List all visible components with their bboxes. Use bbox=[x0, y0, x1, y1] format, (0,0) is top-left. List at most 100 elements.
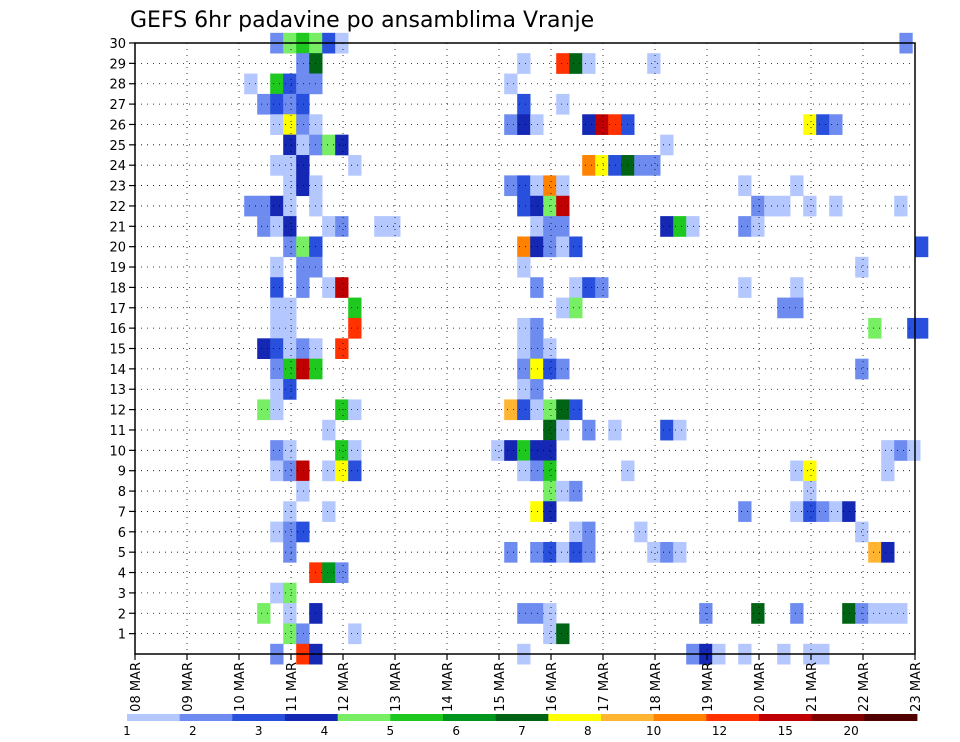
data-cell bbox=[348, 440, 362, 461]
data-cell bbox=[322, 419, 336, 441]
data-cell bbox=[322, 277, 336, 298]
data-cell bbox=[790, 175, 804, 197]
data-cell bbox=[530, 114, 544, 135]
colorbar-label: 20 bbox=[844, 724, 859, 738]
data-cell bbox=[283, 541, 297, 563]
data-cell bbox=[660, 541, 674, 563]
data-cell bbox=[348, 399, 362, 421]
data-cell bbox=[244, 195, 258, 217]
data-cell bbox=[530, 338, 544, 359]
data-cell bbox=[296, 114, 310, 135]
data-cell bbox=[738, 501, 752, 522]
colorbar-swatch bbox=[443, 714, 497, 721]
data-cell bbox=[556, 216, 570, 237]
data-cell bbox=[270, 582, 284, 604]
data-cell bbox=[595, 277, 609, 298]
data-cell bbox=[673, 216, 687, 237]
colorbar-label: 6 bbox=[452, 724, 460, 738]
data-cell bbox=[582, 53, 596, 74]
data-cell bbox=[751, 195, 765, 217]
colorbar-swatch bbox=[232, 714, 286, 721]
data-cell bbox=[530, 358, 544, 380]
data-cell bbox=[257, 603, 271, 624]
colorbar-swatch bbox=[864, 714, 918, 721]
data-cell bbox=[283, 317, 297, 339]
data-cell bbox=[504, 399, 518, 421]
data-cell bbox=[270, 440, 284, 461]
data-cell bbox=[283, 195, 297, 217]
data-cell bbox=[257, 93, 271, 115]
data-cell bbox=[270, 317, 284, 339]
colorbar-label: 2 bbox=[189, 724, 197, 738]
data-cell bbox=[283, 440, 297, 461]
data-cell bbox=[530, 501, 544, 522]
colorbar: 1 2 3 4 5 6 7 8 10 12 15 20 bbox=[123, 714, 918, 738]
data-cell bbox=[296, 134, 310, 156]
y-tick-label: 25 bbox=[109, 139, 126, 154]
data-cell bbox=[283, 379, 297, 400]
data-cell bbox=[270, 73, 284, 95]
data-cell bbox=[335, 460, 349, 482]
data-cell bbox=[335, 338, 349, 359]
data-cell bbox=[517, 317, 531, 339]
data-cell bbox=[816, 501, 830, 522]
colorbar-swatch bbox=[811, 714, 865, 721]
data-cell bbox=[569, 541, 583, 563]
x-tick-label: 17 MAR bbox=[597, 662, 612, 712]
data-cell bbox=[296, 521, 310, 543]
data-cell bbox=[569, 236, 583, 258]
data-cell bbox=[283, 623, 297, 645]
data-cell bbox=[283, 603, 297, 624]
data-cell bbox=[569, 399, 583, 421]
data-cell bbox=[803, 114, 817, 135]
data-cell bbox=[751, 603, 765, 624]
data-cell bbox=[556, 623, 570, 645]
data-cell bbox=[660, 419, 674, 441]
data-cell bbox=[829, 501, 843, 522]
colorbar-label: 4 bbox=[321, 724, 329, 738]
data-cell bbox=[283, 297, 297, 319]
data-cell bbox=[842, 501, 856, 522]
y-tick-label: 3 bbox=[118, 587, 126, 602]
data-cell bbox=[595, 155, 609, 176]
data-cell bbox=[517, 175, 531, 197]
data-cell bbox=[491, 440, 505, 461]
y-tick-label: 4 bbox=[118, 567, 126, 582]
data-cell bbox=[915, 236, 929, 258]
data-cell bbox=[790, 460, 804, 482]
data-cell bbox=[270, 93, 284, 115]
data-cell bbox=[530, 460, 544, 482]
data-cell bbox=[296, 236, 310, 258]
colorbar-swatch bbox=[495, 714, 549, 721]
data-cell bbox=[296, 93, 310, 115]
data-cell bbox=[608, 419, 622, 441]
x-tick-label: 19 MAR bbox=[701, 662, 716, 712]
data-cell bbox=[296, 73, 310, 95]
data-cell bbox=[322, 134, 336, 156]
data-cell bbox=[296, 277, 310, 298]
data-cell bbox=[270, 155, 284, 176]
x-tick-label: 14 MAR bbox=[441, 662, 456, 712]
data-cell bbox=[647, 541, 661, 563]
data-cell bbox=[257, 399, 271, 421]
y-tick-label: 5 bbox=[118, 546, 126, 561]
data-cell bbox=[751, 216, 765, 237]
x-tick-label: 11 MAR bbox=[285, 662, 300, 712]
y-tick-label: 7 bbox=[118, 505, 126, 520]
y-tick-label: 17 bbox=[109, 302, 126, 317]
y-tick-label: 30 bbox=[109, 37, 126, 52]
data-cell bbox=[569, 277, 583, 298]
data-cell bbox=[270, 297, 284, 319]
y-tick-label: 24 bbox=[109, 159, 126, 174]
data-cell bbox=[647, 155, 661, 176]
data-cell bbox=[296, 460, 310, 482]
data-cell bbox=[530, 216, 544, 237]
data-cell bbox=[348, 297, 362, 319]
data-cell bbox=[803, 460, 817, 482]
data-cell bbox=[530, 195, 544, 217]
y-tick-label: 19 bbox=[109, 261, 126, 276]
data-cell bbox=[270, 256, 284, 278]
data-cell bbox=[829, 114, 843, 135]
data-cell bbox=[556, 399, 570, 421]
